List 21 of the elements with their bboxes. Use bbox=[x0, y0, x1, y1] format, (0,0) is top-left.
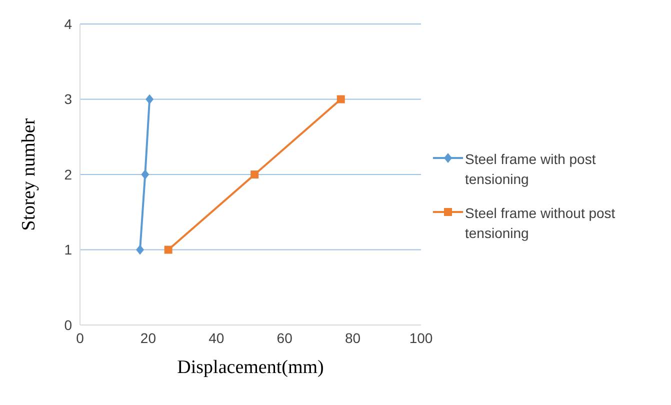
y-tick-label: 1 bbox=[64, 242, 72, 258]
point bbox=[146, 94, 154, 104]
y-tick-label: 0 bbox=[64, 316, 72, 333]
y-tick-label: 4 bbox=[64, 16, 72, 32]
point bbox=[141, 170, 150, 180]
x-tick-label: 100 bbox=[409, 330, 433, 346]
legend-label: Steel frame without post tensioning bbox=[465, 204, 616, 242]
point bbox=[250, 170, 259, 178]
x-tick-label: 20 bbox=[140, 330, 156, 346]
x-axis-title: Displacement(mm) bbox=[177, 357, 324, 378]
point bbox=[336, 95, 345, 104]
y-axis-title: Storey number bbox=[18, 118, 40, 231]
point bbox=[136, 244, 144, 255]
point bbox=[164, 246, 172, 254]
x-tick-label: 0 bbox=[76, 330, 84, 346]
x-tick-label: 80 bbox=[345, 330, 361, 346]
x-tick-label: 40 bbox=[208, 330, 224, 346]
legend-label: Steel frame with post tensioning bbox=[465, 150, 597, 188]
x-tick-label: 60 bbox=[276, 330, 293, 346]
y-tick-label: 3 bbox=[64, 91, 72, 108]
y-tick-label: 2 bbox=[64, 166, 72, 182]
